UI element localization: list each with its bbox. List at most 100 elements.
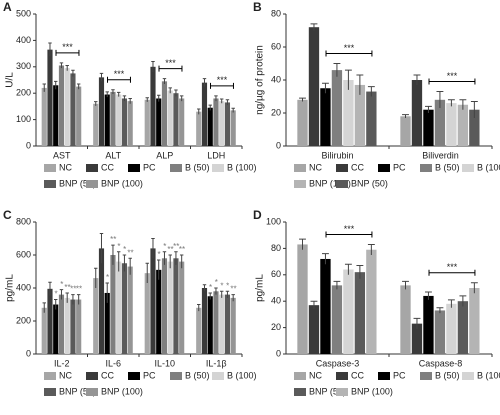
bar xyxy=(230,110,236,146)
bar xyxy=(150,248,156,354)
error-bar xyxy=(447,99,455,107)
error-bar xyxy=(436,91,444,109)
error-bar xyxy=(197,304,201,312)
bar xyxy=(98,248,105,354)
error-bar xyxy=(48,281,52,296)
bar xyxy=(58,294,65,354)
bar xyxy=(93,278,99,354)
error-bar xyxy=(470,100,478,118)
bracket-label: *** xyxy=(114,69,125,79)
bar xyxy=(70,73,76,146)
error-bar xyxy=(42,83,46,92)
bar xyxy=(446,303,457,354)
error-bar xyxy=(322,82,329,94)
error-bar xyxy=(225,290,230,298)
legend-label: B (50) xyxy=(435,370,460,380)
error-bar xyxy=(162,78,167,84)
bar xyxy=(411,323,423,354)
error-bar xyxy=(402,280,409,290)
bar xyxy=(297,99,308,146)
legend-label: NC xyxy=(59,162,72,172)
bar xyxy=(110,255,116,354)
bracket-label: *** xyxy=(447,71,458,81)
significance-mark: ** xyxy=(70,285,76,294)
error-bar xyxy=(59,62,64,69)
x-tick-label: Caspase-3 xyxy=(316,358,360,368)
bracket-label: *** xyxy=(344,224,355,234)
bar xyxy=(144,273,150,354)
significance-mark: ** xyxy=(76,285,82,294)
bar xyxy=(98,77,105,146)
bar xyxy=(201,288,208,354)
panel-label: B xyxy=(253,0,262,14)
y-tick-label: 40 xyxy=(271,296,281,306)
bar xyxy=(104,94,110,146)
error-bar xyxy=(310,300,318,310)
legend-swatch xyxy=(336,388,348,396)
bar xyxy=(446,103,457,146)
bar xyxy=(423,109,434,146)
y-axis-label: pg/mL xyxy=(255,274,266,302)
legend-label: BNP (50) xyxy=(59,386,96,396)
bar xyxy=(297,244,308,354)
legend-label: BNP (50) xyxy=(351,178,388,188)
significance-mark: * xyxy=(54,290,57,299)
bar xyxy=(320,88,331,146)
legend-swatch xyxy=(128,164,140,172)
y-axis-label: pg/mL xyxy=(5,274,16,302)
bar xyxy=(41,307,47,354)
bar xyxy=(434,310,446,354)
error-bar xyxy=(202,284,207,292)
error-bar xyxy=(76,294,81,305)
legend-swatch xyxy=(336,164,348,172)
bar xyxy=(156,98,162,146)
error-bar xyxy=(54,80,58,90)
error-bar xyxy=(162,251,167,265)
bar xyxy=(167,261,173,354)
error-bar xyxy=(151,238,155,259)
bar xyxy=(196,111,202,146)
bracket-label: *** xyxy=(62,42,73,52)
y-tick-label: 0 xyxy=(26,348,31,358)
legend-label: B (100) xyxy=(477,370,500,380)
panel-label: D xyxy=(253,208,262,222)
bar xyxy=(64,297,70,354)
bar xyxy=(207,107,213,146)
legend-swatch xyxy=(44,372,56,380)
error-bar xyxy=(179,254,184,269)
legend-label: B (100) xyxy=(227,370,257,380)
bar xyxy=(219,101,225,146)
y-tick-label: 400 xyxy=(16,35,31,45)
legend-label: NC xyxy=(309,162,322,172)
error-bar xyxy=(299,97,306,102)
bar xyxy=(354,84,366,146)
y-tick-label: 200 xyxy=(16,315,31,325)
legend-swatch xyxy=(212,372,224,380)
significance-mark: * xyxy=(117,242,120,251)
legend-label: BNP (100) xyxy=(351,386,393,396)
y-tick-label: 60 xyxy=(271,269,281,279)
bracket xyxy=(107,76,131,83)
y-axis-label: U/L xyxy=(5,72,16,88)
y-tick-label: 40 xyxy=(271,74,281,84)
bar xyxy=(116,94,122,146)
x-tick-label: IL-2 xyxy=(54,358,70,368)
error-bar xyxy=(219,290,224,298)
error-bar xyxy=(174,89,178,97)
bar xyxy=(156,269,162,354)
legend-label: BNP (100) xyxy=(101,386,143,396)
x-tick-label: Biliverdin xyxy=(422,150,459,160)
bar xyxy=(121,263,128,354)
error-bar xyxy=(168,87,172,94)
legend-swatch xyxy=(378,372,390,380)
bracket xyxy=(55,49,80,56)
significance-mark: ** xyxy=(127,248,133,257)
bar xyxy=(457,104,469,146)
bar xyxy=(213,98,219,146)
legend-swatch xyxy=(336,180,348,188)
legend-label: BNP (50) xyxy=(309,386,346,396)
legend-label: PC xyxy=(393,162,406,172)
error-bar xyxy=(111,89,115,94)
bar xyxy=(47,288,53,354)
